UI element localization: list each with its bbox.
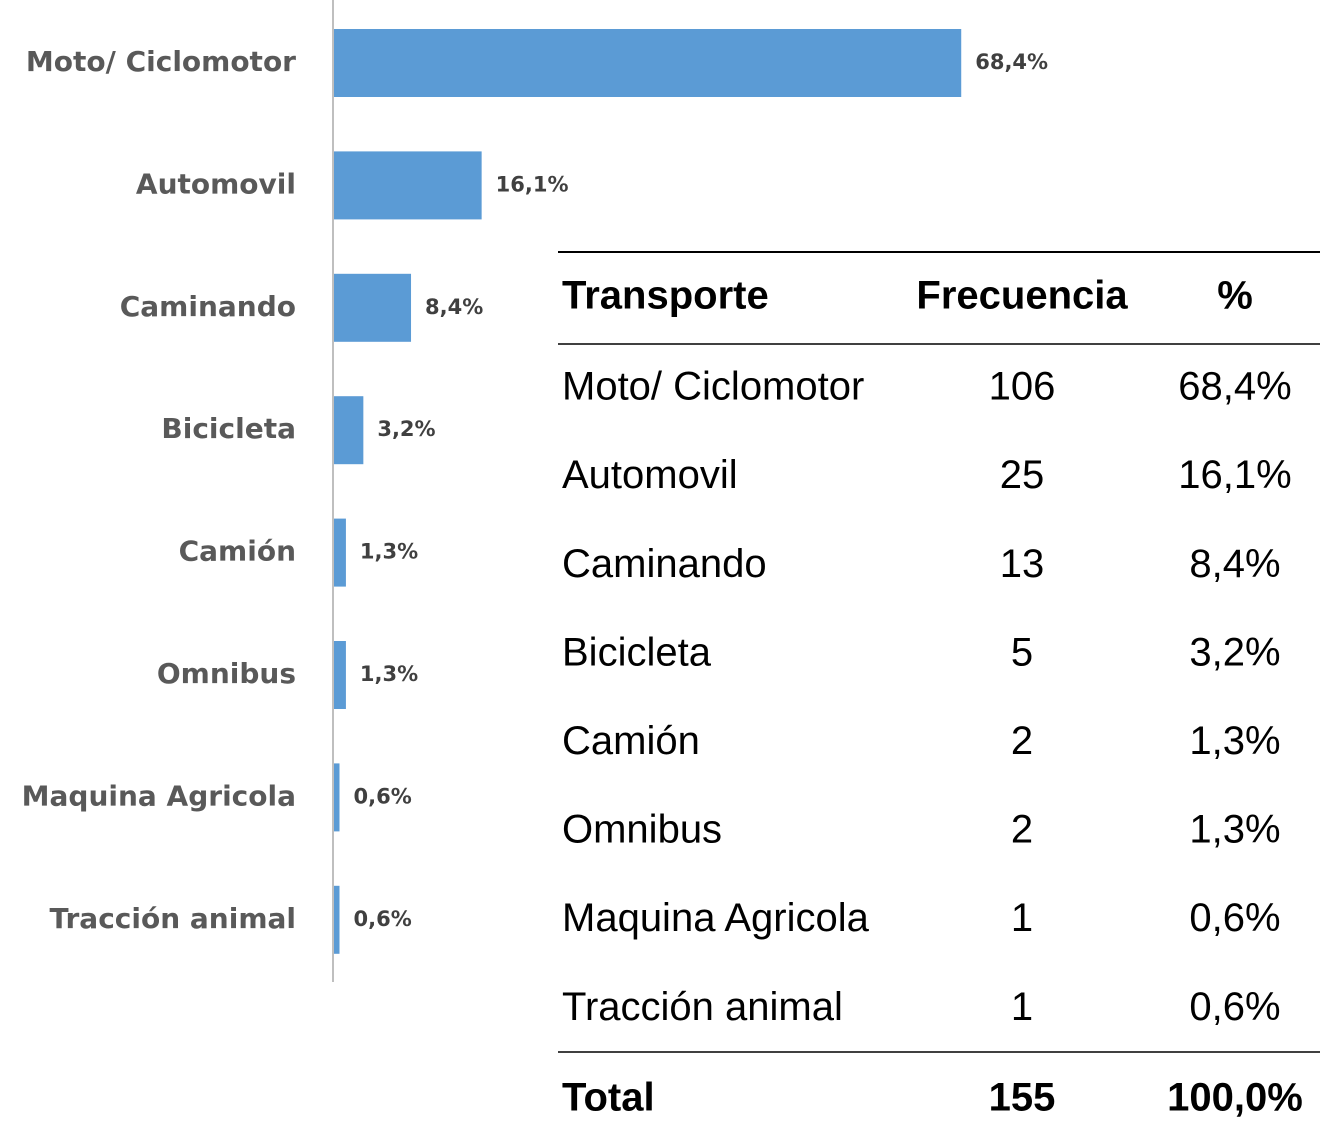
table-cell: 1 bbox=[1011, 985, 1033, 1029]
bar bbox=[334, 518, 346, 587]
value-label: 0,6% bbox=[354, 784, 412, 808]
table-cell: Camión bbox=[562, 719, 700, 763]
category-label: Caminando bbox=[120, 290, 296, 323]
table-cell: Maquina Agricola bbox=[562, 896, 870, 940]
table-header: % bbox=[1217, 274, 1253, 318]
bar bbox=[334, 885, 340, 954]
bar bbox=[334, 151, 482, 220]
table-cell: 5 bbox=[1011, 630, 1033, 674]
table-cell: 13 bbox=[1000, 542, 1045, 586]
value-label: 1,3% bbox=[360, 662, 418, 686]
bar bbox=[334, 763, 340, 832]
value-label: 16,1% bbox=[496, 172, 569, 196]
bar bbox=[334, 641, 346, 709]
table-cell: 3,2% bbox=[1189, 630, 1280, 674]
category-label: Bicicleta bbox=[161, 412, 296, 445]
category-label: Camión bbox=[179, 535, 296, 568]
table-cell: 25 bbox=[1000, 453, 1045, 497]
table-cell: 16,1% bbox=[1178, 453, 1291, 497]
table-cell: 0,6% bbox=[1189, 985, 1280, 1029]
table-cell: 68,4% bbox=[1178, 365, 1291, 409]
category-label: Automovil bbox=[136, 167, 296, 200]
table-cell: Omnibus bbox=[562, 808, 722, 852]
value-label: 0,6% bbox=[354, 907, 412, 931]
table-cell: Tracción animal bbox=[562, 985, 843, 1029]
table-total: Total bbox=[562, 1076, 655, 1120]
table-cell: 2 bbox=[1011, 808, 1033, 852]
table-cell: 8,4% bbox=[1189, 542, 1280, 586]
table-total: 155 bbox=[989, 1076, 1056, 1120]
table-header: Frecuencia bbox=[916, 274, 1128, 318]
table-cell: 0,6% bbox=[1189, 896, 1280, 940]
bar bbox=[334, 29, 962, 97]
table-total: 100,0% bbox=[1167, 1076, 1303, 1120]
table-cell: Caminando bbox=[562, 542, 767, 586]
table-cell: 106 bbox=[989, 365, 1056, 409]
category-label: Tracción animal bbox=[49, 902, 296, 935]
table-cell: Automovil bbox=[562, 453, 738, 497]
category-label: Omnibus bbox=[157, 657, 296, 690]
bar bbox=[334, 396, 364, 465]
table-header: Transporte bbox=[562, 274, 769, 318]
bar bbox=[334, 273, 412, 342]
table-cell: 1,3% bbox=[1189, 808, 1280, 852]
value-label: 3,2% bbox=[377, 417, 435, 441]
value-label: 1,3% bbox=[360, 540, 418, 564]
category-label: Maquina Agricola bbox=[22, 779, 296, 812]
value-label: 68,4% bbox=[975, 50, 1048, 74]
table-cell: 1 bbox=[1011, 896, 1033, 940]
table-cell: 2 bbox=[1011, 719, 1033, 763]
table-cell: 1,3% bbox=[1189, 719, 1280, 763]
value-label: 8,4% bbox=[425, 295, 483, 319]
table-cell: Bicicleta bbox=[562, 630, 712, 674]
table-cell: Moto/ Ciclomotor bbox=[562, 365, 864, 409]
category-label: Moto/ Ciclomotor bbox=[26, 45, 296, 78]
